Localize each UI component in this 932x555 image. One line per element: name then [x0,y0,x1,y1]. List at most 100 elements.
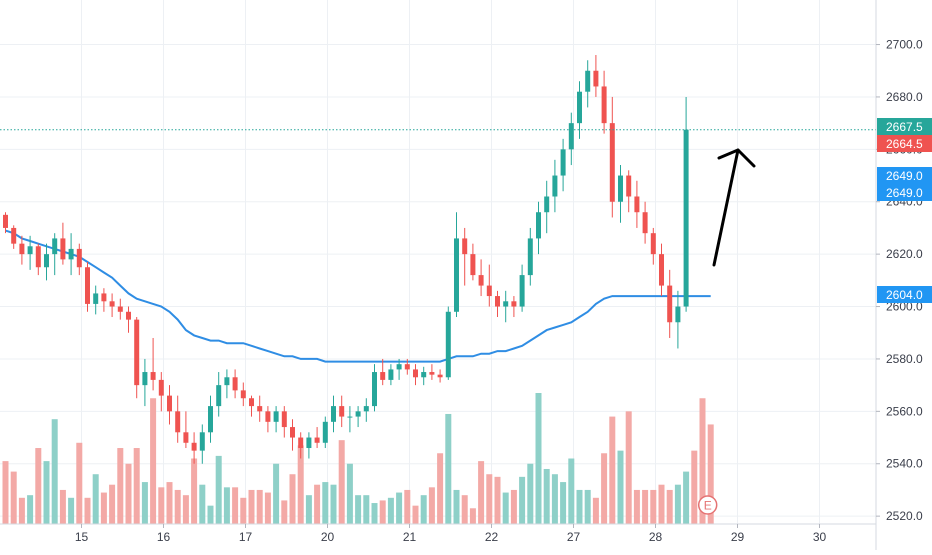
volume-bar [461,495,468,524]
volume-bar [486,474,493,524]
volume-bar [412,505,419,524]
volume-bar [27,495,34,524]
volume-bar [289,474,296,524]
volume-bar [150,398,157,524]
candle-body [93,293,99,304]
candle-body [478,275,484,286]
candle-body [134,319,140,386]
volume-bar [158,487,165,524]
volume-bar [199,484,206,524]
volume-bar [568,458,575,524]
candle-body [519,275,525,307]
volume-bar [560,482,567,524]
y-tick-label: 2540.0 [886,457,923,471]
volume-bar [207,505,214,524]
volume-bar [437,453,444,524]
candle-body [150,372,156,380]
volume-bar [43,461,50,524]
candle-body [60,238,66,260]
candle-body [544,196,550,213]
volume-bar [182,495,189,524]
x-tick-label: 30 [813,530,827,544]
candle-body [290,427,295,438]
candle-body [462,238,468,255]
candle-body [224,377,230,386]
volume-bar [223,487,230,524]
candle-body [642,212,648,234]
candle-body [281,411,287,428]
candle-body [11,227,17,244]
candle-body [240,390,246,399]
volume-bar [469,508,476,524]
volume-bar [314,484,321,524]
candle-body [306,437,312,449]
candle-body [527,238,533,276]
price-badge-label: 2649.0 [886,186,923,200]
volume-bar [650,489,657,524]
volume-bar [387,497,394,524]
volume-bar [502,492,509,524]
y-tick-label: 2560.0 [886,404,923,418]
candle-body [421,372,427,378]
vwap-line [5,229,711,363]
candle-body [626,175,632,197]
candle-body [593,70,599,87]
volume-bar [551,474,558,524]
candle-body [552,175,558,197]
volume-bar [371,503,378,524]
volume-bar [133,448,140,524]
volume-bar [322,482,329,524]
x-tick-label: 22 [485,530,499,544]
volume-bar [683,471,690,524]
volume-bar [510,489,517,524]
volume-bar [691,450,698,524]
candle-body [158,379,164,396]
volume-bar [117,448,124,524]
candle-body [536,212,541,239]
candle-body [76,248,82,268]
volume-bar [404,489,411,524]
volume-bar [658,484,665,524]
candle-body [52,238,58,255]
volume-bar [396,492,403,524]
volume-bar [125,463,132,524]
volume-bar [51,419,58,524]
volume-bar [609,416,616,524]
volume-bar [297,445,304,524]
volume-bar [191,458,198,524]
volume-bar [633,489,640,524]
candle-body [404,364,410,370]
volume-bar [174,489,181,524]
candle-body [298,437,304,449]
price-badge [877,135,932,152]
grid-layer [0,0,876,524]
arrow-annotation [712,148,740,267]
volume-bar [281,500,288,524]
volume-bar [141,482,148,524]
candle-body [109,301,115,307]
volume-bar [625,411,632,524]
candle-body [19,243,25,255]
volume-bar [699,398,706,524]
volume-bar [453,489,460,524]
volume-bar [707,424,714,524]
candle-body [183,432,189,443]
y-tick-label: 2700.0 [886,38,923,52]
volume-bar [92,474,99,524]
candle-body [577,91,582,124]
y-tick-label: 2680.0 [886,90,923,104]
candle-body [429,372,435,375]
candle-body [331,406,336,422]
candle-body [35,246,41,268]
candle-body [265,411,271,422]
candle-body [126,311,131,320]
candle-body [339,406,345,417]
candle-body [191,442,197,451]
candle-body [380,372,386,380]
price-badge-label: 2664.5 [886,137,923,151]
candle-body [208,406,213,433]
volume-bar [601,453,608,524]
candle-body [322,421,328,443]
